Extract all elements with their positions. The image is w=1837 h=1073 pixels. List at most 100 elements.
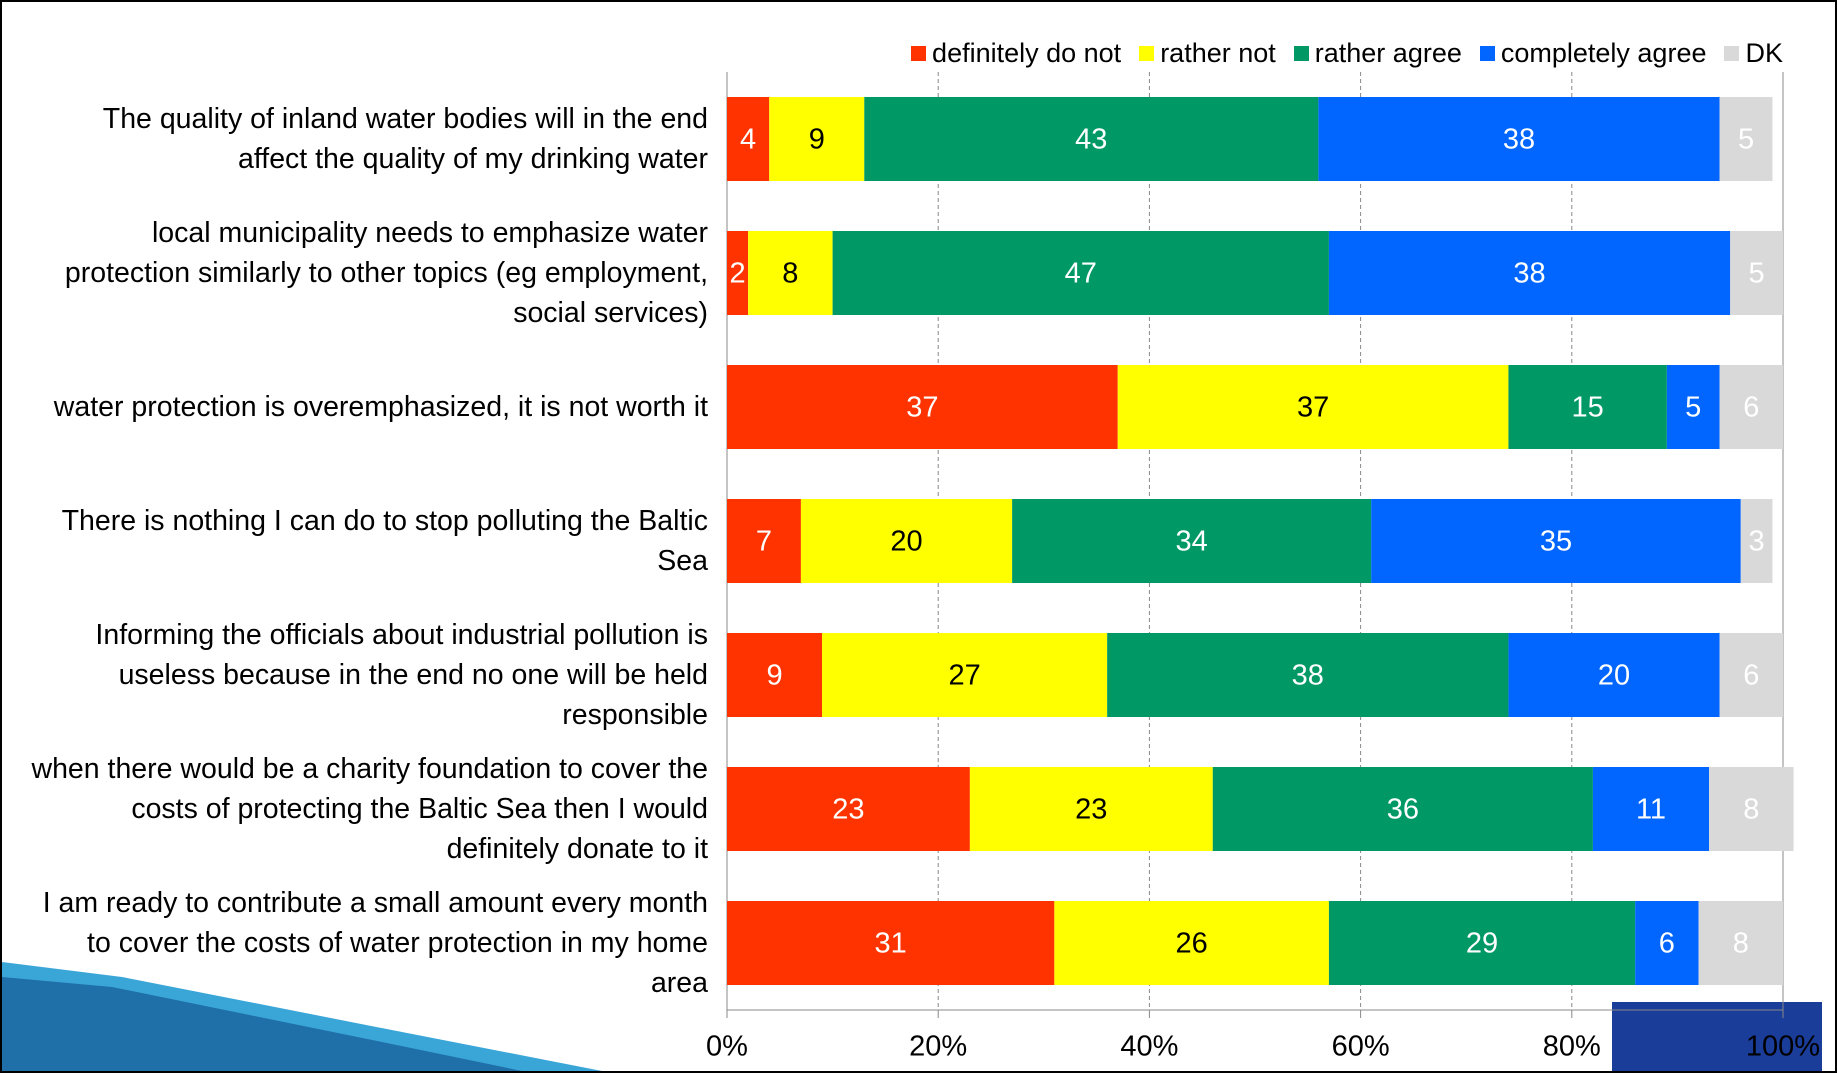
bar-segment (864, 97, 1319, 181)
category-label: when there would be a charity foundation… (31, 753, 708, 865)
bar-segment (727, 499, 801, 583)
bar-segment (1012, 499, 1372, 583)
value-label: 9 (809, 124, 825, 156)
bar-segment (1508, 633, 1720, 717)
value-label: 5 (1685, 392, 1701, 424)
value-label: 11 (1636, 794, 1666, 826)
bar-segment (748, 231, 833, 315)
value-label: 38 (1503, 124, 1535, 156)
legend-item: DK (1724, 38, 1783, 69)
legend-swatch (911, 46, 927, 61)
value-label: 6 (1743, 392, 1759, 424)
bar-segment (1709, 767, 1794, 851)
value-label: 29 (1466, 928, 1498, 960)
category-label: I am ready to contribute a small amount … (42, 887, 708, 999)
logo (1612, 1002, 1822, 1071)
value-label: 8 (1743, 794, 1759, 826)
value-label: 9 (766, 660, 782, 692)
x-tick-label: 60% (1332, 1031, 1390, 1063)
category-label: water protection is overemphasized, it i… (53, 391, 708, 423)
bar-segment (822, 633, 1108, 717)
legend-label: rather agree (1314, 38, 1462, 68)
value-label: 35 (1540, 526, 1572, 558)
bar-segment (1719, 633, 1783, 717)
legend: definitely do not rather not rather agree c… (911, 38, 1783, 69)
value-label: 37 (906, 392, 938, 424)
legend-item: definitely do not (911, 38, 1121, 69)
bar-segment (727, 901, 1055, 985)
value-label: 7 (756, 526, 772, 558)
value-label: 20 (1598, 660, 1630, 692)
value-label: 8 (1733, 928, 1749, 960)
category-label: The quality of inland water bodies will … (102, 103, 708, 175)
value-label: 38 (1292, 660, 1324, 692)
bar-segment (1508, 365, 1667, 449)
bar-segment (727, 97, 770, 181)
bar-segment (1318, 97, 1720, 181)
category-label: There is nothing I can do to stop pollut… (61, 505, 708, 577)
bar-segment (1719, 365, 1783, 449)
bar-segment (1719, 97, 1773, 181)
bar-segment (727, 633, 823, 717)
value-label: 15 (1572, 392, 1604, 424)
value-label: 6 (1659, 928, 1675, 960)
value-label: 43 (1075, 124, 1107, 156)
value-label: 23 (832, 794, 864, 826)
legend-swatch (1139, 46, 1155, 61)
value-label: 6 (1743, 660, 1759, 692)
bar-segment (1117, 365, 1509, 449)
legend-item: rather agree (1293, 38, 1462, 69)
value-label: 4 (740, 124, 756, 156)
bar-segment (727, 767, 970, 851)
legend-label: completely agree (1500, 38, 1707, 68)
category-label: local municipality needs to emphasize wa… (64, 217, 708, 329)
value-label: 27 (948, 660, 980, 692)
value-label: 5 (1749, 258, 1765, 290)
legend-swatch (1724, 46, 1740, 61)
bar-segment (1328, 901, 1636, 985)
value-label: 47 (1065, 258, 1097, 290)
value-label: 2 (729, 258, 745, 290)
value-label: 3 (1749, 526, 1765, 558)
category-label: Informing the officials about industrial… (95, 619, 708, 731)
bar-segment (969, 767, 1213, 851)
bar-segment (727, 231, 749, 315)
value-label: 20 (890, 526, 922, 558)
bar-segment (769, 97, 865, 181)
value-label: 31 (875, 928, 907, 960)
x-tick-label: 40% (1120, 1031, 1178, 1063)
bar-segment (1328, 231, 1731, 315)
legend-label: DK (1745, 38, 1783, 68)
bar-segment (1666, 365, 1720, 449)
value-label: 34 (1176, 526, 1208, 558)
bar-segment (1730, 231, 1783, 315)
bar-segment (1635, 901, 1699, 985)
value-label: 37 (1297, 392, 1329, 424)
bar-segment (1212, 767, 1593, 851)
x-tick-label: 0% (706, 1031, 748, 1063)
value-label: 36 (1387, 794, 1419, 826)
x-tick-label: 20% (909, 1031, 967, 1063)
bar-segment (1107, 633, 1509, 717)
bar-segment (1371, 499, 1741, 583)
decoration (2, 977, 522, 1071)
bar-segment (1740, 499, 1773, 583)
bar-segment (832, 231, 1329, 315)
legend-item: completely agree (1479, 38, 1707, 69)
legend-label: rather not (1160, 38, 1276, 68)
value-label: 26 (1176, 928, 1208, 960)
legend-label: definitely do not (932, 38, 1122, 68)
x-tick-label: 80% (1543, 1031, 1601, 1063)
legend-swatch (1479, 46, 1495, 61)
bar-segment (1592, 767, 1710, 851)
value-label: 23 (1075, 794, 1107, 826)
bar-segment (800, 499, 1013, 583)
bar-segment (727, 365, 1118, 449)
value-label: 5 (1738, 124, 1754, 156)
bar-segment (1698, 901, 1783, 985)
legend-swatch (1293, 46, 1309, 61)
value-label: 8 (782, 258, 798, 290)
bar-segment (1054, 901, 1329, 985)
